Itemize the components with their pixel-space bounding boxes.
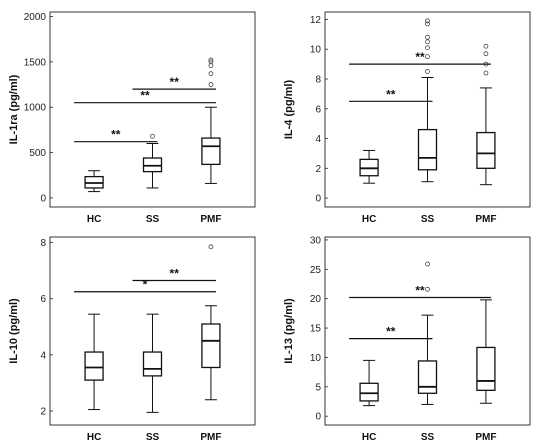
y-tick-label: 20 bbox=[310, 294, 322, 305]
y-tick-label: 5 bbox=[315, 382, 321, 393]
y-tick-label: 10 bbox=[310, 353, 322, 364]
y-axis-label: IL-13 (pg/ml) bbox=[283, 298, 295, 364]
significance-label: ** bbox=[140, 89, 150, 103]
plot-frame bbox=[324, 11, 531, 208]
box-pmf bbox=[201, 57, 221, 184]
outlier-point bbox=[425, 21, 430, 27]
category-label-pmf: PMF bbox=[200, 432, 221, 443]
plot-frame bbox=[49, 11, 256, 208]
y-tick-label: 1000 bbox=[24, 103, 47, 114]
y-tick-label: 0 bbox=[315, 412, 321, 423]
category-label-ss: SS bbox=[146, 214, 160, 225]
y-tick-label: 30 bbox=[310, 235, 322, 246]
outlier-point bbox=[208, 71, 214, 77]
category-label-ss: SS bbox=[421, 214, 435, 225]
y-tick-label: 0 bbox=[40, 193, 46, 204]
significance-label: ** bbox=[386, 325, 396, 339]
box-hc bbox=[359, 149, 379, 184]
y-tick-label: 12 bbox=[310, 15, 322, 26]
category-label-pmf: PMF bbox=[475, 214, 496, 225]
outlier-point bbox=[208, 82, 214, 87]
significance-label: ** bbox=[415, 50, 425, 64]
box-ss bbox=[417, 18, 438, 183]
box-hc bbox=[84, 170, 104, 193]
box-pmf bbox=[476, 299, 496, 404]
outlier-point bbox=[425, 69, 430, 74]
y-tick-label: 8 bbox=[315, 74, 321, 85]
plot-frame bbox=[324, 236, 531, 426]
outlier-point bbox=[208, 59, 214, 65]
category-label-hc: HC bbox=[87, 432, 101, 443]
significance-label: ** bbox=[111, 128, 121, 142]
box-ss bbox=[417, 261, 438, 405]
category-label-ss: SS bbox=[146, 432, 160, 443]
significance-label: ** bbox=[415, 284, 425, 298]
iqr-box bbox=[476, 131, 496, 169]
outlier-point bbox=[150, 133, 155, 139]
category-label-hc: HC bbox=[87, 214, 101, 225]
box-hc bbox=[84, 313, 104, 411]
outlier-point bbox=[425, 45, 430, 51]
y-tick-label: 0 bbox=[315, 194, 321, 205]
category-label-pmf: PMF bbox=[475, 432, 496, 443]
outlier-point bbox=[483, 51, 489, 57]
iqr-box bbox=[142, 351, 163, 377]
significance-label: * bbox=[143, 278, 148, 292]
category-label-hc: HC bbox=[362, 432, 376, 443]
box-pmf bbox=[201, 244, 221, 401]
box-ss bbox=[142, 133, 163, 189]
outlier-point bbox=[425, 39, 430, 45]
y-tick-label: 500 bbox=[29, 148, 46, 159]
y-tick-label: 4 bbox=[315, 134, 321, 145]
outlier-point bbox=[425, 18, 430, 24]
iqr-box bbox=[417, 128, 438, 171]
panel-4: 0 5 10 15 20 25 30 IL-13 (pg/ml) HC SS PMF ** ** bbox=[283, 235, 531, 443]
y-tick-label: 2 bbox=[315, 164, 321, 175]
y-tick-label: 15 bbox=[310, 324, 322, 335]
significance-label: ** bbox=[386, 87, 396, 101]
y-tick-label: 6 bbox=[40, 294, 46, 305]
y-tick-label: 1500 bbox=[24, 57, 47, 68]
y-axis-label: IL-10 (pg/ml) bbox=[8, 298, 20, 364]
y-tick-label: 4 bbox=[40, 350, 46, 361]
y-tick-label: 6 bbox=[315, 104, 321, 115]
y-tick-label: 8 bbox=[40, 238, 46, 249]
box-hc bbox=[359, 359, 379, 407]
significance-label: ** bbox=[170, 75, 180, 89]
outlier-point bbox=[483, 43, 489, 49]
outlier-point bbox=[425, 286, 430, 292]
category-label-ss: SS bbox=[421, 432, 435, 443]
outlier-point bbox=[425, 261, 430, 267]
iqr-box bbox=[476, 346, 496, 391]
outlier-point bbox=[425, 34, 430, 40]
iqr-box bbox=[201, 323, 221, 369]
outlier-point bbox=[208, 57, 214, 63]
iqr-box bbox=[201, 137, 221, 166]
iqr-box bbox=[359, 382, 379, 402]
iqr-box bbox=[417, 360, 438, 394]
panel-1: 0 500 1000 1500 2000 IL-1ra (pg/ml) HC SS PMF ** *… bbox=[8, 11, 256, 225]
category-label-pmf: PMF bbox=[200, 214, 221, 225]
y-tick-label: 25 bbox=[310, 265, 322, 276]
panel-2: 0 2 4 6 8 10 12 IL-4 (pg/ml) HC SS PMF ** ** bbox=[283, 11, 531, 225]
y-axis-label: IL-1ra (pg/ml) bbox=[8, 74, 20, 144]
category-label-hc: HC bbox=[362, 214, 376, 225]
y-axis-label: IL-4 (pg/ml) bbox=[283, 80, 295, 140]
outlier-point bbox=[208, 244, 214, 250]
significance-label: ** bbox=[170, 266, 180, 280]
box-ss bbox=[142, 313, 163, 413]
y-tick-label: 2 bbox=[40, 406, 46, 417]
outlier-point bbox=[483, 70, 489, 76]
y-tick-label: 2000 bbox=[24, 12, 47, 23]
iqr-box bbox=[84, 351, 104, 381]
plot-frame bbox=[49, 236, 256, 426]
y-tick-label: 10 bbox=[310, 45, 322, 56]
box-pmf bbox=[476, 43, 496, 186]
outlier-point bbox=[425, 54, 430, 60]
iqr-box bbox=[142, 157, 163, 173]
